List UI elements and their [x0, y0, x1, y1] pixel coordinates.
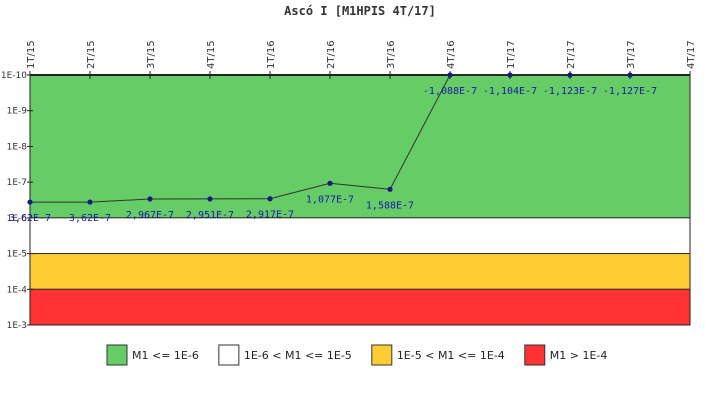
band-3	[29, 253, 691, 290]
band-4	[29, 288, 691, 326]
data-label: -1,088E-7	[423, 86, 477, 97]
legend-label-2: 1E-6 < M1 <= 1E-5	[244, 349, 352, 362]
data-point	[507, 72, 513, 78]
chart-title: Ascó I [M1HPIS 4T/17]	[284, 4, 436, 18]
threshold-bands	[29, 74, 691, 326]
y-tick-label: 1E-5	[7, 250, 27, 260]
legend-swatch-4	[524, 344, 546, 366]
band-2	[29, 217, 691, 255]
x-tick-label: 2T/15	[86, 40, 97, 69]
data-label: -1,104E-7	[483, 86, 537, 97]
y-tick-label: 1E-8	[7, 142, 28, 152]
data-point	[327, 180, 333, 186]
y-tick-label: 1E-6	[7, 214, 28, 224]
y-tick-label: 1E-4	[7, 285, 28, 295]
x-tick-label: 1T/17	[506, 40, 517, 69]
data-label: 1,588E-7	[366, 200, 414, 211]
legend: M1 <= 1E-6 1E-6 < M1 <= 1E-5 1E-5 < M1 <= …	[106, 344, 608, 366]
data-label: 1,077E-7	[306, 194, 354, 205]
data-label: 3,62E-7	[9, 213, 51, 224]
data-point	[567, 72, 573, 78]
x-tick-label: 1T/15	[26, 40, 37, 69]
legend-swatch-2	[218, 344, 240, 366]
data-points	[27, 72, 633, 205]
x-tick-label: 4T/15	[206, 40, 217, 69]
x-tick-label: 4T/16	[446, 40, 457, 69]
data-point	[627, 72, 633, 78]
data-point	[267, 196, 273, 202]
data-label: 2,967E-7	[126, 210, 174, 221]
data-label: 2,917E-7	[246, 210, 294, 221]
y-tick-label: 1E-9	[7, 107, 28, 117]
data-point	[27, 199, 33, 205]
data-point	[147, 196, 153, 202]
y-tick-label: 1E-10	[1, 71, 27, 81]
x-tick-label: 4T/17	[686, 40, 697, 69]
y-tick-label: 1E-7	[7, 178, 27, 188]
data-label: 3,62E-7	[69, 213, 111, 224]
data-point	[87, 199, 93, 205]
data-point	[387, 186, 393, 192]
legend-swatch-3	[371, 344, 393, 366]
x-tick-label: 1T/16	[266, 40, 277, 69]
x-tick-label: 2T/16	[326, 40, 337, 69]
legend-label-1: M1 <= 1E-6	[132, 349, 199, 362]
legend-swatch-1	[106, 344, 128, 366]
y-axis-ticks: 1E-10 1E-9 1E-8 1E-7 1E-6 1E-5 1E-4 1E-3	[1, 71, 33, 331]
data-point	[447, 72, 453, 78]
x-tick-label: 2T/17	[566, 40, 577, 69]
x-tick-label: 3T/16	[386, 40, 397, 69]
x-tick-label: 3T/15	[146, 40, 157, 69]
legend-label-4: M1 > 1E-4	[550, 349, 608, 362]
data-label: 2,951E-7	[186, 210, 234, 221]
data-labels: 3,62E-7 3,62E-7 2,967E-7 2,951E-7 2,917E-7 1,…	[9, 86, 657, 224]
x-tick-label: 3T/17	[626, 40, 637, 69]
x-axis-ticks: 1T/15 2T/15 3T/15 4T/15 1T/16 2T/16 3T/16 4T/16…	[26, 40, 697, 79]
data-label: -1,127E-7	[603, 86, 657, 97]
legend-label-3: 1E-5 < M1 <= 1E-4	[397, 349, 505, 362]
y-tick-label: 1E-3	[7, 321, 27, 331]
band-1	[29, 74, 691, 219]
data-label: -1,123E-7	[543, 86, 597, 97]
data-point	[207, 196, 213, 202]
